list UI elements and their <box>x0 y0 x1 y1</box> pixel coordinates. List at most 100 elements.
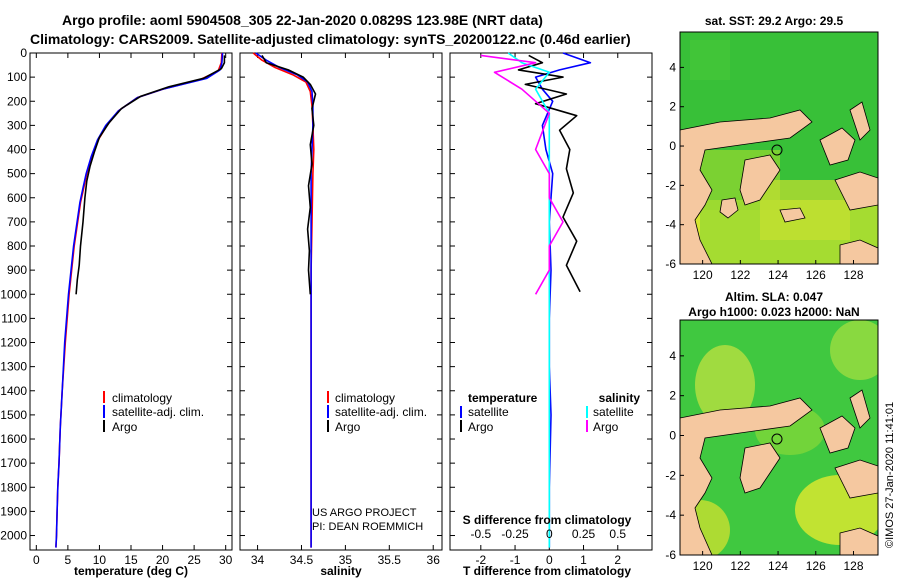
land-island-6 <box>839 527 878 555</box>
series-line-argo <box>75 55 226 295</box>
depth-tick-label: 1700 <box>0 456 27 470</box>
map-y-tick-label: -4 <box>665 218 676 232</box>
temperature-ticks <box>30 52 232 550</box>
map-x-tick-label: 128 <box>843 268 863 282</box>
temperature-legend: climatology satellite-adj. clim. Argo <box>103 391 204 434</box>
salinity-x-tick-labels: 34 34.5 35 35.5 36 <box>251 553 440 567</box>
difference-ticks <box>450 52 652 550</box>
legend-salinity-title: salinity <box>599 391 641 405</box>
land-island-4 <box>834 171 878 211</box>
map-y-tick-label: -2 <box>665 468 676 482</box>
sla-map-field <box>680 320 878 555</box>
land-island-6 <box>839 239 878 264</box>
depth-tick-label: 1800 <box>0 480 27 494</box>
series-line-argo <box>261 54 317 295</box>
temperature-series <box>55 52 226 548</box>
depth-tick-label: 900 <box>7 263 27 277</box>
legend-satellite-adj: satellite-adj. clim. <box>335 405 427 419</box>
map-x-tick-label: 124 <box>768 559 788 573</box>
depth-tick-label: 1100 <box>1 311 27 325</box>
map-x-tick-label: 124 <box>768 268 788 282</box>
depth-tick-label: 200 <box>7 94 27 108</box>
depth-axis-labels: 0 100 200 300 400 500 600 700 800 900 1000 1100 1200… <box>0 46 27 543</box>
temperature-frame <box>29 52 233 551</box>
difference-top-label: S difference from climatology <box>463 513 632 527</box>
difference-x-label: T difference from climatology <box>463 564 631 578</box>
land-island-3 <box>849 101 871 141</box>
x-tick-label: 0 <box>546 553 553 567</box>
top-tick-label: -0.25 <box>501 527 529 541</box>
legend-temperature-title: temperature <box>468 391 538 405</box>
map-x-tick-label: 126 <box>806 268 826 282</box>
land-island-4 <box>834 459 878 499</box>
map-y-tick-label: 0 <box>669 139 676 153</box>
land-island-3 <box>849 389 871 429</box>
sst-map-panel: sat. SST: 29.2 Argo: 29.5 120 122 124 126 12… <box>665 14 879 282</box>
sla-map-frame <box>679 319 879 556</box>
salinity-legend: climatology satellite-adj. clim. Argo <box>327 391 427 434</box>
legend-satellite-adj: satellite-adj. clim. <box>112 405 204 419</box>
land-island-2 <box>819 415 856 454</box>
depth-tick-label: 300 <box>7 118 27 132</box>
sst-map-field <box>680 32 878 264</box>
depth-tick-label: 800 <box>7 239 27 253</box>
series-line-climatology <box>252 52 315 548</box>
top-tick-label: 0.25 <box>572 527 596 541</box>
depth-tick-label: 1000 <box>0 287 27 301</box>
series-line-satellite-adj-clim- <box>55 52 224 548</box>
legend-argo: Argo <box>335 420 361 434</box>
sla-map-title-1: Altim. SLA: 0.047 <box>725 290 823 304</box>
legend-t-argo: Argo <box>468 420 494 434</box>
legend-s-satellite: satellite <box>593 405 634 419</box>
series-line-satellite-adj-clim- <box>255 52 314 548</box>
x-tick-label: 5 <box>65 553 72 567</box>
map-y-tick-label: 4 <box>669 60 676 74</box>
salinity-ticks <box>240 52 442 550</box>
series-line-s-argo <box>480 54 564 295</box>
top-tick-label: 0 <box>546 527 553 541</box>
difference-series <box>480 52 592 548</box>
temperature-x-label: temperature (deg C) <box>74 564 188 578</box>
depth-tick-label: 1600 <box>0 432 27 446</box>
difference-legend: temperature satellite Argo salinity sate… <box>460 391 641 434</box>
depth-tick-label: 1300 <box>0 360 27 374</box>
sst-map-frame <box>679 31 879 265</box>
annotation-project: US ARGO PROJECT <box>312 507 417 519</box>
depth-tick-label: 600 <box>7 191 27 205</box>
depth-tick-label: 1500 <box>0 408 27 422</box>
top-tick-label: -0.5 <box>470 527 491 541</box>
x-tick-label: 35 <box>339 553 353 567</box>
map-y-tick-label: 4 <box>669 349 676 363</box>
x-tick-label: 36 <box>427 553 441 567</box>
depth-tick-label: 400 <box>7 143 27 157</box>
salinity-frame <box>239 52 443 551</box>
float-location-marker <box>771 144 783 156</box>
x-tick-label: 20 <box>156 553 170 567</box>
land-borneo-sulawesi <box>680 109 813 264</box>
salinity-series <box>252 52 317 548</box>
x-tick-label: -2 <box>475 553 486 567</box>
sla-map-title-2: Argo h1000: 0.023 h2000: NaN <box>688 305 859 319</box>
land-island-5 <box>779 207 806 223</box>
sla-map-ticks: 120 122 124 126 128 4 2 0 -2 -4 -6 <box>665 349 863 573</box>
temperature-panel: 0 5 10 15 20 25 30 climatology satellite-adj. … <box>29 52 233 578</box>
legend-climatology: climatology <box>335 391 395 405</box>
map-x-tick-label: 122 <box>730 559 750 573</box>
depth-tick-label: 0 <box>20 46 27 60</box>
legend-t-satellite: satellite <box>468 405 509 419</box>
land-sulawesi-arm <box>739 442 781 494</box>
x-tick-label: 2 <box>614 553 621 567</box>
difference-x-tick-labels: -2 -1 0 1 2 <box>475 553 621 567</box>
land-island-1 <box>719 197 739 219</box>
sla-map-panel: Altim. SLA: 0.047 Argo h1000: 0.023 h200… <box>665 290 879 573</box>
map-y-tick-label: -6 <box>665 257 676 271</box>
map-x-tick-label: 120 <box>693 559 713 573</box>
difference-frame <box>449 52 653 551</box>
series-line-climatology <box>55 52 223 548</box>
map-x-tick-label: 120 <box>693 268 713 282</box>
x-tick-label: 30 <box>219 553 233 567</box>
x-tick-label: 25 <box>187 553 201 567</box>
depth-tick-label: 1200 <box>0 336 27 350</box>
temperature-x-tick-labels: 0 5 10 15 20 25 30 <box>33 553 233 567</box>
